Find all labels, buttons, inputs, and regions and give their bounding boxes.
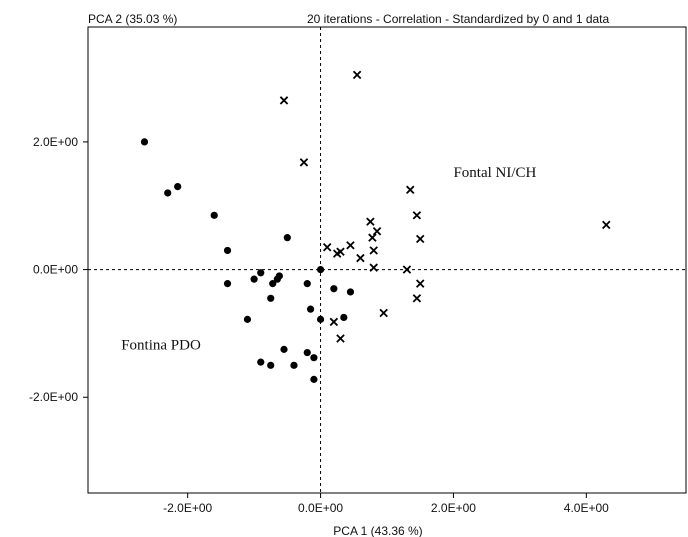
group-label-fontal: Fontal NI/CH (453, 165, 536, 181)
cross-stroke (356, 253, 365, 263)
data-point-dot (223, 280, 232, 288)
data-point-cross (406, 185, 415, 195)
data-point-cross (402, 265, 412, 274)
cross-stroke (369, 263, 378, 272)
cross-stroke (346, 241, 355, 250)
data-point-cross (352, 70, 362, 80)
y-tick-label: -2.0E+00 (29, 390, 78, 404)
data-point-cross (279, 96, 289, 105)
x-axis-ticks: -2.0E+00 0.0E+00 2.0E+00 4.0E+00 (163, 493, 609, 515)
x-tick-label: 2.0E+00 (431, 501, 476, 515)
data-point-dot (210, 211, 218, 219)
y-tick-label: 0.0E+00 (33, 263, 78, 277)
x-axis-title: PCA 1 (43.36 %) (333, 524, 422, 537)
data-point-dot (310, 375, 318, 383)
data-point-dot (346, 288, 355, 296)
data-point-cross (369, 246, 378, 255)
data-point-dot (257, 269, 265, 277)
data-point-dot (269, 280, 277, 288)
cross-stroke (412, 294, 422, 303)
data-point-cross (415, 279, 425, 288)
x-tick-label: 4.0E+00 (564, 501, 609, 515)
data-point-cross (322, 242, 332, 252)
data-point-cross (329, 317, 339, 327)
cross-stroke (352, 70, 362, 80)
data-point-dot (174, 182, 182, 191)
x-tick-label: -2.0E+00 (163, 501, 212, 515)
cross-stroke (415, 279, 425, 288)
cross-stroke (336, 334, 345, 343)
data-point-cross (602, 220, 611, 230)
y-tick-label: 2.0E+00 (33, 135, 78, 149)
data-point-cross (368, 233, 377, 242)
data-point-dot (223, 246, 232, 255)
data-point-cross (415, 234, 425, 244)
cross-stroke (332, 249, 342, 258)
data-point-dot (330, 285, 338, 293)
data-point-cross (369, 263, 378, 272)
data-point-cross (299, 158, 309, 167)
plot-frame (87, 26, 687, 494)
cross-stroke (412, 211, 422, 220)
data-point-dot (303, 280, 311, 288)
data-point-dot (316, 265, 325, 274)
data-point-dot (283, 234, 291, 242)
cross-stroke (415, 234, 425, 244)
data-point-dot (316, 315, 325, 323)
chart-title: 20 iterations - Correlation - Standardiz… (307, 12, 610, 26)
cross-stroke (366, 217, 375, 226)
y-axis-title: PCA 2 (35.03 %) (88, 12, 177, 26)
data-point-dot (140, 138, 149, 146)
data-point-dot (280, 345, 288, 353)
data-point-cross (356, 253, 365, 263)
data-point-dot (290, 361, 298, 369)
data-point-dot (306, 305, 315, 313)
cross-stroke (322, 242, 332, 252)
cross-stroke (406, 185, 415, 195)
cross-stroke (299, 158, 309, 167)
data-point-dot (164, 189, 172, 197)
data-point-cross (372, 227, 382, 236)
cross-stroke (602, 220, 611, 230)
data-point-dot (267, 361, 275, 369)
cross-stroke (402, 265, 412, 274)
data-point-cross (412, 294, 422, 303)
cross-stroke (329, 317, 339, 327)
data-point-dot (267, 294, 275, 302)
data-point-cross (412, 211, 422, 220)
data-point-dot (303, 348, 311, 357)
data-point-cross (336, 334, 345, 343)
data-point-dot (310, 354, 318, 362)
data-point-dot (250, 275, 258, 283)
y-axis-ticks: 2.0E+00 0.0E+00 -2.0E+00 (29, 135, 88, 404)
x-tick-label: 0.0E+00 (298, 501, 343, 515)
cross-stroke (379, 308, 388, 318)
data-point-dot (275, 272, 283, 280)
data-point-cross (379, 308, 388, 318)
cross-stroke (368, 233, 377, 242)
data-markers (140, 70, 611, 383)
cross-stroke (369, 246, 378, 255)
group-label-fontina: Fontina PDO (121, 337, 201, 353)
cross-stroke (279, 96, 289, 105)
data-point-dot (340, 313, 348, 322)
data-point-dot (257, 358, 265, 366)
cross-stroke (372, 227, 382, 236)
data-point-cross (366, 217, 375, 226)
data-point-cross (332, 249, 342, 258)
data-point-cross (346, 241, 355, 250)
data-point-dot (243, 315, 252, 323)
